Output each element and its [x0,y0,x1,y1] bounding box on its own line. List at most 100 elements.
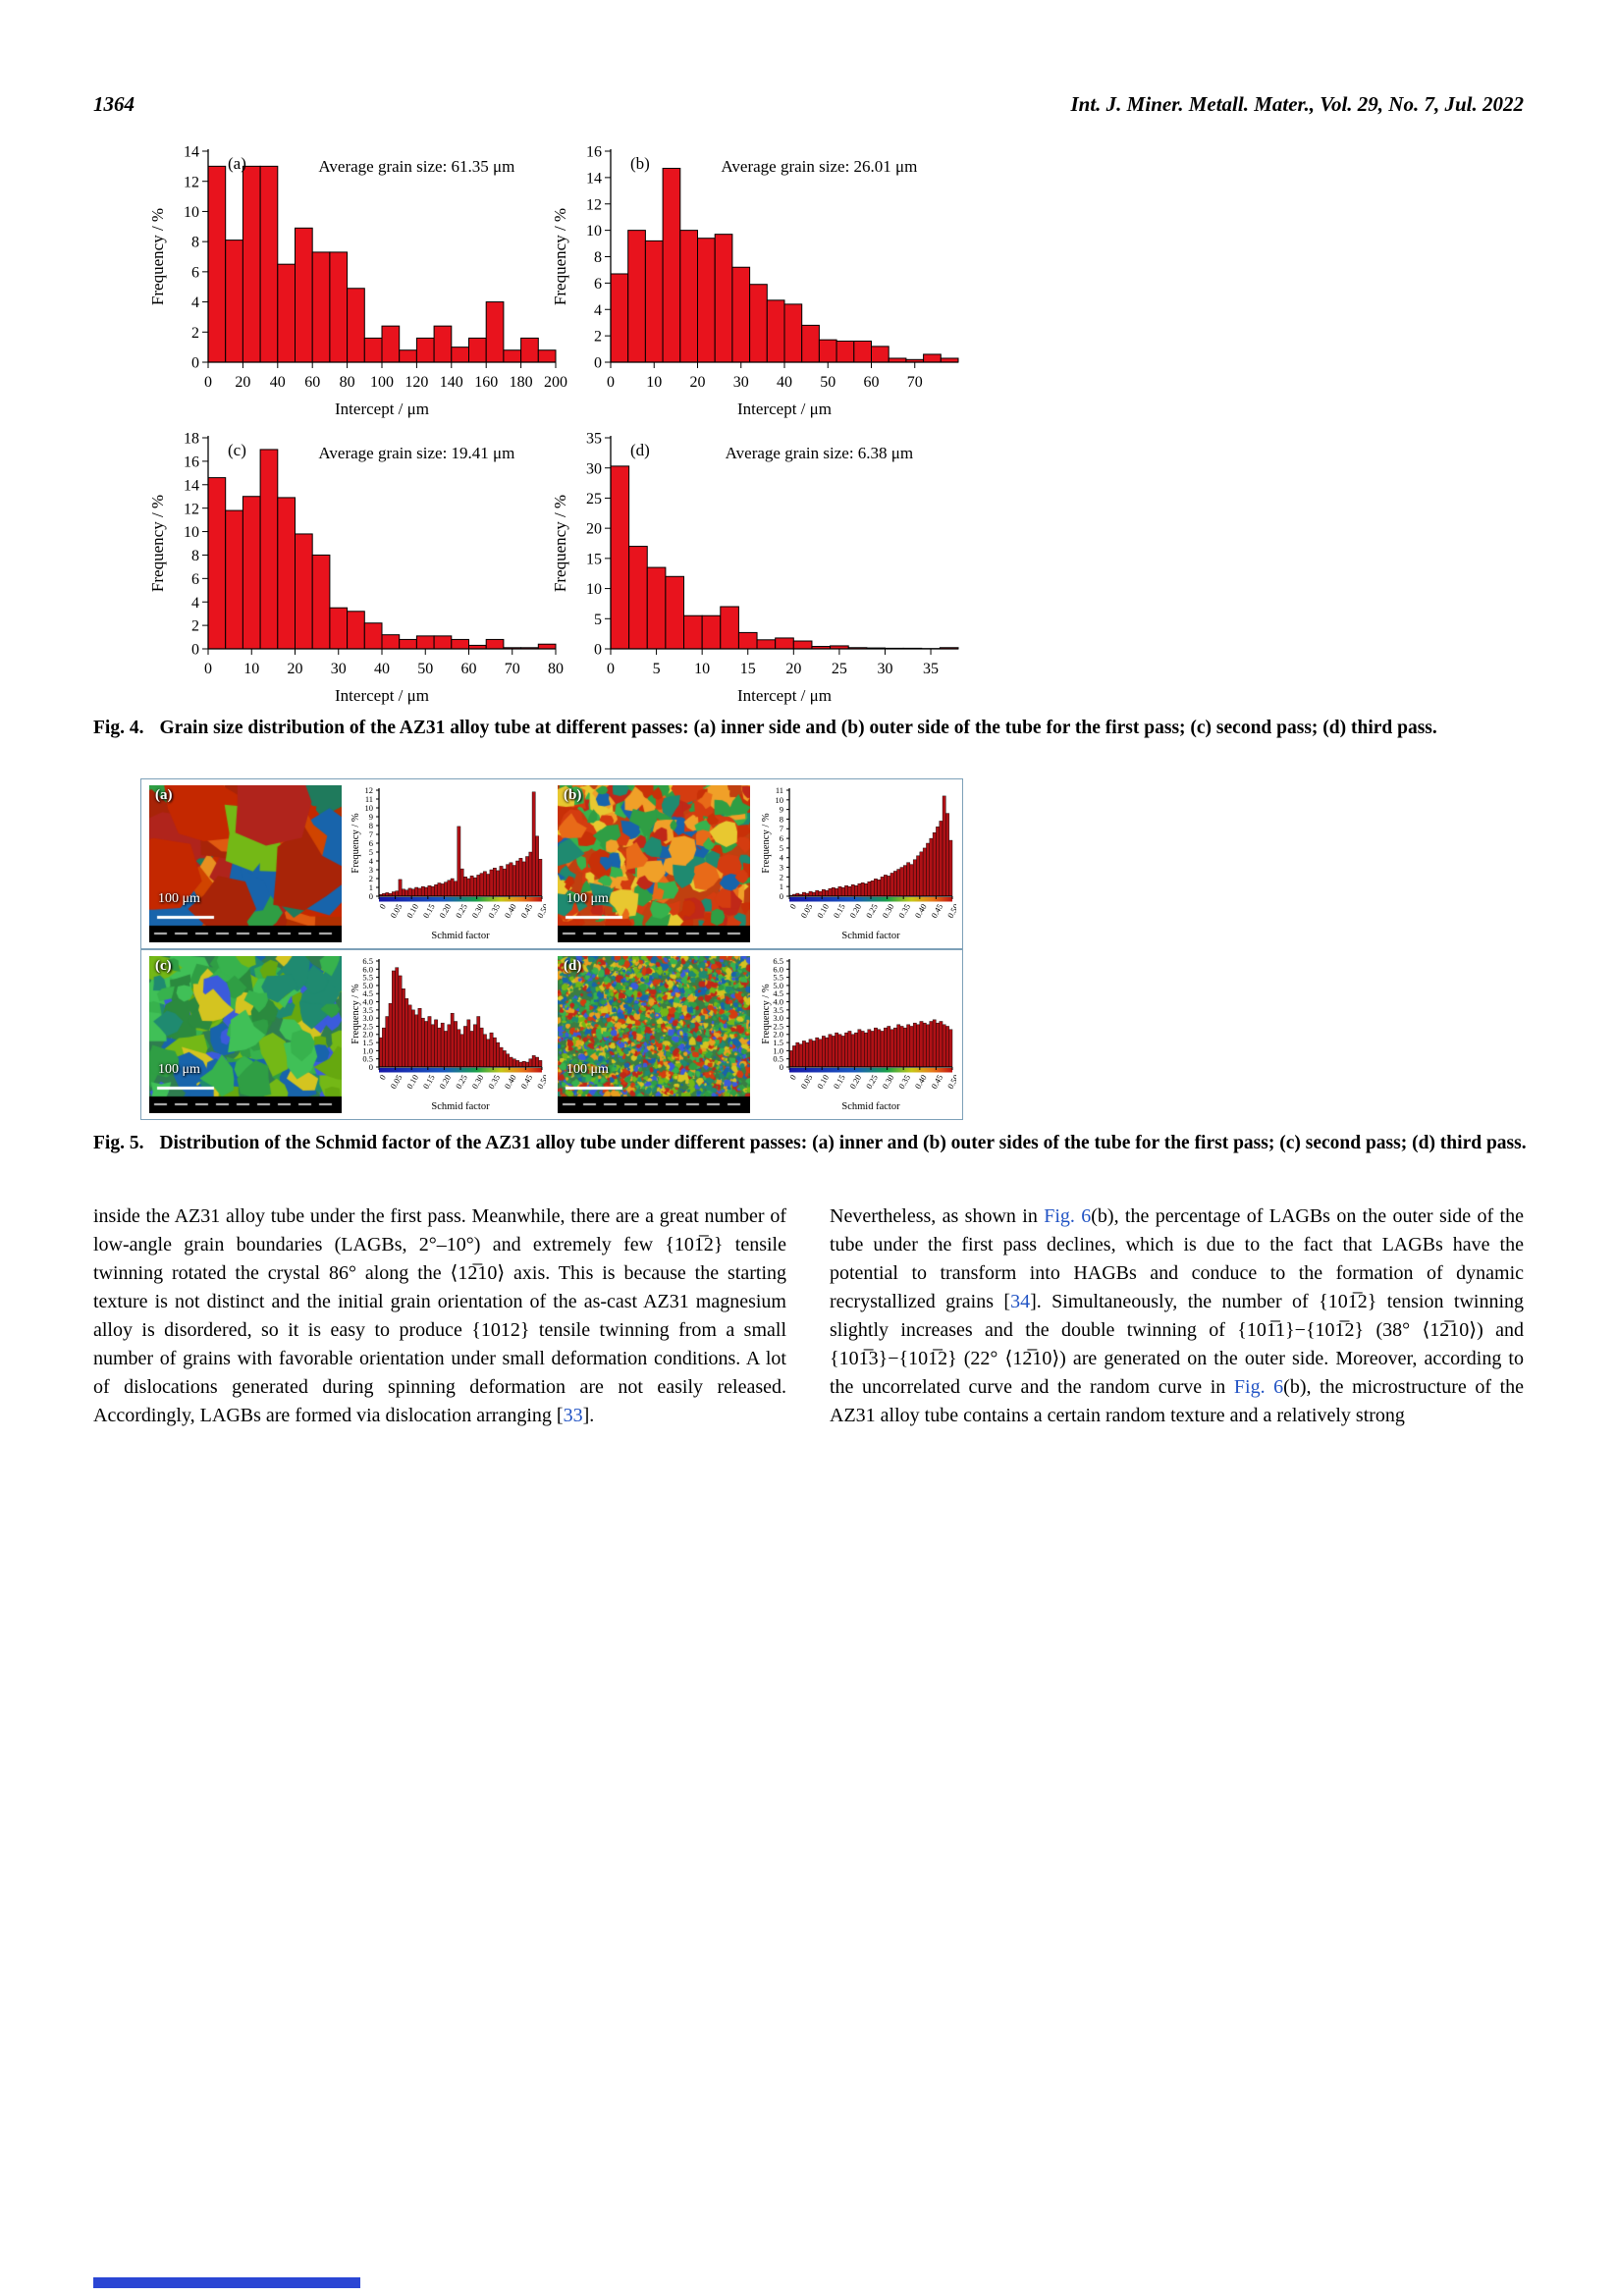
svg-text:30: 30 [877,661,892,677]
svg-text:(b): (b) [630,154,650,173]
svg-text:10: 10 [776,795,784,805]
svg-text:25: 25 [586,491,602,507]
svg-text:1.5: 1.5 [773,1038,783,1047]
fig5-panel-c-map: (c) 100 μm [149,956,342,1113]
svg-text:3: 3 [780,863,783,873]
svg-text:0: 0 [607,661,615,677]
svg-text:10: 10 [184,524,199,541]
svg-text:0.20: 0.20 [437,1073,453,1091]
fig5-panel-d-label: (d) [564,958,582,974]
body-text-left-column: inside the AZ31 alloy tube under the fir… [93,1202,786,1430]
svg-text:20: 20 [690,374,706,391]
svg-text:4.0: 4.0 [773,997,783,1007]
ebsd-map-d [558,956,750,1113]
svg-text:0.35: 0.35 [486,902,502,920]
reference-link[interactable]: 34 [1010,1291,1031,1312]
svg-text:0.25: 0.25 [454,1073,469,1091]
svg-text:12: 12 [365,785,374,795]
svg-text:Frequency / %: Frequency / % [350,813,361,873]
svg-text:Average grain size: 19.41 μm: Average grain size: 19.41 μm [318,444,514,462]
svg-text:1.0: 1.0 [362,1045,373,1055]
fig5-panel-c-label: (c) [155,958,172,974]
svg-text:0.05: 0.05 [388,902,404,920]
svg-text:3: 3 [369,865,373,875]
svg-text:0.15: 0.15 [832,902,847,920]
svg-text:10: 10 [646,374,662,391]
svg-text:20: 20 [235,374,250,391]
svg-text:0.15: 0.15 [421,1073,437,1091]
svg-text:5.5: 5.5 [362,973,373,983]
svg-text:40: 40 [374,661,390,677]
svg-text:(a): (a) [228,154,246,173]
ebsd-map-c [149,956,342,1113]
reference-link[interactable]: Fig. 6 [1044,1205,1092,1227]
svg-text:0: 0 [780,891,783,901]
fig4-caption: Fig. 4. Grain size distribution of the AZ… [93,715,1527,743]
svg-text:0: 0 [204,374,212,391]
svg-text:Frequency / %: Frequency / % [761,813,772,873]
svg-text:(d): (d) [630,441,650,459]
svg-text:2.5: 2.5 [362,1021,373,1031]
svg-text:6.0: 6.0 [773,964,783,974]
footer-accent-bar [93,2277,360,2288]
svg-text:4: 4 [191,294,199,311]
svg-text:70: 70 [907,374,923,391]
svg-text:2: 2 [369,874,373,883]
fig4-caption-text: Grain size distribution of the AZ31 allo… [159,718,1437,738]
svg-text:(c): (c) [228,441,246,459]
svg-text:6.5: 6.5 [362,956,373,966]
svg-text:2.0: 2.0 [773,1030,783,1040]
svg-text:Schmid factor: Schmid factor [431,931,490,941]
svg-text:Average grain size: 61.35 μm: Average grain size: 61.35 μm [318,157,514,176]
svg-text:30: 30 [733,374,749,391]
svg-text:15: 15 [586,551,602,567]
fig5-hist-a: 0 0.05 0.10 0.15 0.20 0.25 0.30 0.35 0.40 0.45 0.5… [350,782,551,943]
reference-link[interactable]: Fig. 6 [1233,1376,1284,1398]
svg-text:18: 18 [184,431,199,448]
svg-text:0.30: 0.30 [880,902,895,920]
fig4-chart-a: 0 20 40 60 80 100 120 140 160 180 200 0 2 4 6 8 10 12 14 In… [147,137,569,424]
svg-text:35: 35 [586,431,602,448]
svg-text:Average grain size: 6.38 μm: Average grain size: 6.38 μm [726,444,913,462]
svg-text:10: 10 [586,223,602,240]
svg-text:60: 60 [864,374,880,391]
svg-text:40: 40 [777,374,792,391]
svg-text:8: 8 [369,821,373,830]
svg-text:0.50: 0.50 [535,902,546,920]
svg-text:0.20: 0.20 [437,902,453,920]
svg-text:12: 12 [586,196,602,213]
svg-text:1: 1 [780,881,783,891]
svg-text:0.35: 0.35 [896,1073,912,1091]
svg-text:7: 7 [369,829,373,839]
svg-text:50: 50 [417,661,433,677]
svg-text:0.50: 0.50 [945,1073,956,1091]
svg-text:60: 60 [304,374,320,391]
svg-text:0: 0 [191,355,199,372]
fig5-panel-b-map: (b) 100 μm [558,785,750,942]
fig5-panel-c-scale-label: 100 μm [158,1062,200,1077]
reference-link[interactable]: 33 [563,1405,583,1426]
svg-text:16: 16 [586,144,602,161]
fig5-panel-b-label: (b) [564,787,582,803]
svg-text:14: 14 [586,170,602,187]
svg-text:35: 35 [923,661,939,677]
svg-text:0.10: 0.10 [404,1073,420,1091]
svg-text:16: 16 [184,454,199,470]
svg-text:Frequency / %: Frequency / % [350,984,361,1043]
svg-text:0.15: 0.15 [832,1073,847,1091]
journal-header: Int. J. Miner. Metall. Mater., Vol. 29, … [1070,92,1525,116]
svg-text:Average grain size: 26.01 μm: Average grain size: 26.01 μm [721,157,917,176]
text-segment: ]. Simultaneously, the number of {101̅2}… [830,1291,1524,1398]
fig5-caption-label: Fig. 5. [93,1133,144,1153]
svg-text:0.5: 0.5 [773,1054,783,1064]
svg-text:9: 9 [369,812,373,822]
fig4-chart-d: 0 5 10 15 20 25 30 35 0 5 10 15 20 25 30 35 Intercept / … [550,424,972,711]
svg-text:0.25: 0.25 [864,1073,880,1091]
text-segment: Nevertheless, as shown in [830,1205,1045,1227]
svg-text:50: 50 [820,374,835,391]
svg-text:2.0: 2.0 [362,1030,373,1040]
fig5-panel-a-map: (a) 100 μm [149,785,342,942]
svg-text:0.05: 0.05 [798,902,814,920]
ebsd-map-a [149,785,342,942]
svg-text:0.35: 0.35 [486,1073,502,1091]
